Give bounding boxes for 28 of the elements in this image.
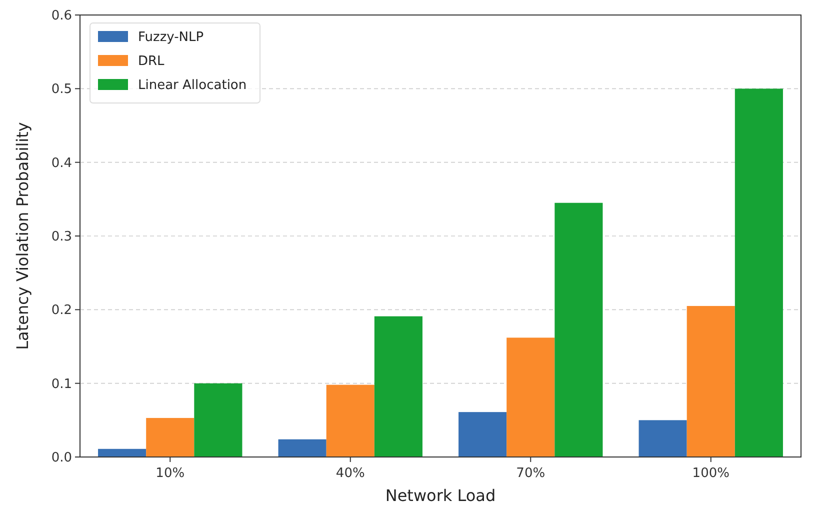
bar (278, 439, 326, 457)
bar (146, 418, 194, 457)
x-tick-label: 10% (156, 466, 185, 481)
y-tick-label: 0.1 (51, 376, 72, 392)
y-tick-label: 0.0 (51, 450, 72, 466)
x-axis-title: Network Load (385, 486, 496, 505)
bar (638, 420, 687, 457)
y-tick-label: 0.6 (51, 8, 72, 24)
y-axis-title: Latency Violation Probability (13, 122, 32, 350)
y-tick-label: 0.2 (51, 303, 72, 318)
bar (686, 306, 735, 457)
bar (554, 202, 603, 457)
legend-label: DRL (138, 54, 166, 69)
bar (374, 316, 422, 457)
x-tick-label: 100% (692, 466, 730, 481)
bar (194, 383, 242, 457)
bar (98, 448, 146, 457)
bar (734, 88, 783, 457)
bar (326, 384, 374, 457)
y-tick-label: 0.3 (51, 230, 72, 245)
x-tick-label: 40% (336, 466, 365, 481)
y-tick-label: 0.4 (51, 156, 72, 171)
legend-label: Linear Allocation (138, 78, 247, 93)
bar (458, 412, 507, 457)
y-tick-label: 0.5 (51, 82, 72, 98)
x-tick-label: 70% (516, 466, 546, 481)
legend-label: Fuzzy-NLP (138, 30, 204, 45)
bar (506, 338, 555, 457)
